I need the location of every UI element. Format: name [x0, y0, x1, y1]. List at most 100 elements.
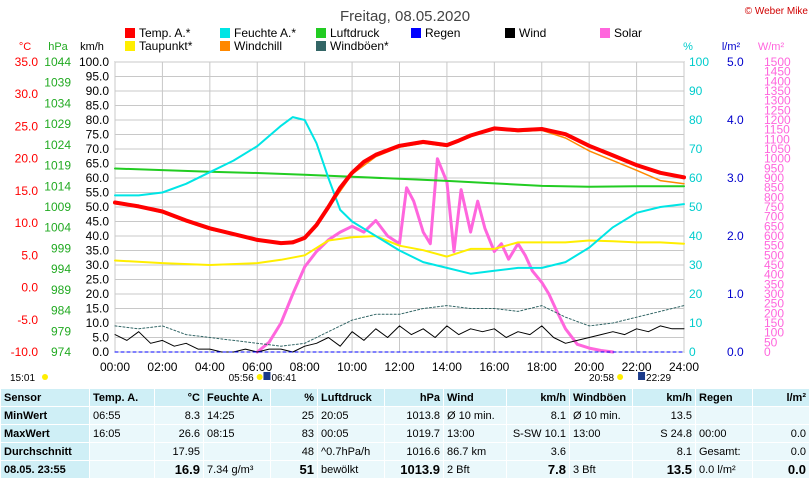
- solar-tick-label: 1300: [764, 94, 791, 108]
- legend-label: Wind: [519, 26, 546, 40]
- stats-cell: S 24.8: [632, 424, 696, 443]
- legend-swatch: [505, 28, 515, 38]
- solar-tick-label: 1150: [764, 123, 790, 137]
- sunset-time-label: 20:58: [589, 373, 614, 384]
- stats-cell: 20:05: [317, 406, 385, 425]
- legend-swatch: [220, 28, 230, 38]
- stats-row-label: 08.05. 23:55: [0, 460, 90, 479]
- pressure-tick-label: 1019: [44, 159, 71, 173]
- humidity-tick-label: 10: [689, 316, 703, 330]
- stats-row-label: Durchschnitt: [0, 442, 90, 461]
- legend-swatch: [411, 28, 421, 38]
- legend-label: Solar: [614, 26, 642, 40]
- moonrise-icon: [263, 372, 271, 380]
- stats-row-min: MinWert 06:55 8.3 14:25 25 20:05 1013.8 …: [0, 406, 810, 425]
- stats-cell: bewölkt: [317, 460, 385, 479]
- solar-tick-label: 650: [764, 219, 784, 233]
- pressure-tick-label: 999: [51, 241, 71, 255]
- axes: 35.030.025.020.015.010.05.00.0-5.0-10.01…: [11, 55, 791, 374]
- pressure-unit-label: hPa: [48, 41, 68, 53]
- series-line-solar: [255, 157, 615, 354]
- stats-header-gust: Windböen: [569, 388, 633, 407]
- legend-label: Temp. A.*: [139, 26, 191, 40]
- stats-cell: 06:55: [89, 406, 155, 425]
- legend-label: Windchill: [234, 39, 282, 53]
- series-line-temp-a: [113, 126, 686, 246]
- pressure-tick-label: 1029: [44, 117, 71, 131]
- stats-cell: 1013.9: [384, 460, 444, 479]
- stats-cell: 8.1: [632, 442, 696, 461]
- stats-cell: 13.5: [632, 406, 696, 425]
- stats-cell: 8.3: [154, 406, 204, 425]
- stats-cell: 1019.7: [384, 424, 444, 443]
- stats-row-current: 08.05. 23:55 16.9 7.34 g/m³ 51 bewölkt 1…: [0, 460, 810, 479]
- stats-header-rain-unit: l/m²: [752, 388, 810, 407]
- stats-header-rain: Regen: [695, 388, 753, 407]
- solar-tick-label: 0: [764, 345, 771, 359]
- humidity-tick-label: 60: [689, 171, 703, 185]
- solar-tick-label: 50: [764, 335, 778, 349]
- temp-tick-label: 20.0: [15, 152, 39, 166]
- rain-tick-label: 3.0: [727, 171, 744, 185]
- time-tick-label: 10:00: [337, 360, 367, 374]
- stats-cell: 2 Bft: [443, 460, 507, 479]
- pressure-tick-label: 1009: [44, 200, 71, 214]
- stats-cell: 51: [270, 460, 318, 479]
- speed-unit-label: km/h: [80, 41, 104, 53]
- stats-cell: 25: [270, 406, 318, 425]
- time-tick-label: 16:00: [479, 360, 509, 374]
- legend-label: Windböen*: [330, 39, 389, 53]
- sun-markers: 15:01 05:56 06:41 20:58 22:29: [10, 372, 672, 384]
- pressure-tick-label: 1014: [44, 179, 71, 193]
- humidity-tick-label: 20: [689, 287, 703, 301]
- series-line-taupunkt: [114, 235, 685, 266]
- stats-header-temp: Temp. A.: [89, 388, 155, 407]
- solar-tick-label: 450: [764, 258, 784, 272]
- stats-header-humidity: Feuchte A.: [203, 388, 271, 407]
- solar-tick-label: 150: [764, 316, 784, 330]
- time-tick-label: 20:00: [574, 360, 604, 374]
- stats-cell: [569, 442, 633, 461]
- speed-tick-label: 100.0: [79, 55, 109, 69]
- solar-tick-label: 100: [764, 326, 784, 340]
- stats-row-max: MaxWert 16:05 26.6 08:15 83 00:05 1019.7…: [0, 424, 810, 443]
- pressure-tick-label: 1044: [44, 55, 71, 69]
- humidity-tick-label: 0: [689, 345, 696, 359]
- stats-cell: 08:15: [203, 424, 271, 443]
- humidity-tick-label: 80: [689, 113, 703, 127]
- stats-cell: 00:00: [695, 424, 753, 443]
- moonset-icon: [638, 372, 646, 380]
- solar-tick-label: 400: [764, 268, 784, 282]
- stats-table: Sensor Temp. A. °C Feuchte A. % Luftdruc…: [0, 388, 810, 479]
- legend-label: Luftdruck: [330, 26, 380, 40]
- stats-cell: 86.7 km: [443, 442, 507, 461]
- stats-table-panel: Sensor Temp. A. °C Feuchte A. % Luftdruc…: [0, 388, 810, 479]
- time-tick-label: 00:00: [100, 360, 130, 374]
- temp-tick-label: 15.0: [15, 184, 39, 198]
- stats-cell: Ø 10 min.: [569, 406, 633, 425]
- solar-tick-label: 1050: [764, 142, 791, 156]
- legend-swatch: [316, 41, 326, 51]
- temp-tick-label: 10.0: [15, 216, 39, 230]
- pressure-tick-label: 979: [51, 324, 71, 338]
- stats-cell: S-SW 10.1: [506, 424, 570, 443]
- stats-cell: Ø 10 min.: [443, 406, 507, 425]
- time-tick-label: 02:00: [147, 360, 177, 374]
- speed-tick-label: 85.0: [86, 99, 110, 113]
- solar-tick-label: 600: [764, 229, 784, 243]
- humidity-tick-label: 30: [689, 258, 703, 272]
- legend-swatch: [600, 28, 610, 38]
- speed-tick-label: 5.0: [92, 331, 109, 345]
- solar-tick-label: 1000: [764, 152, 791, 166]
- stats-cell: 8.1: [506, 406, 570, 425]
- rain-tick-label: 2.0: [727, 229, 744, 243]
- solar-tick-label: 1250: [764, 103, 791, 117]
- time-tick-label: 14:00: [432, 360, 462, 374]
- humidity-unit-label: %: [683, 41, 693, 53]
- temp-tick-label: 35.0: [15, 55, 39, 69]
- stats-header-pressure-unit: hPa: [384, 388, 444, 407]
- speed-tick-label: 10.0: [86, 316, 110, 330]
- speed-tick-label: 95.0: [86, 70, 110, 84]
- stats-header-humidity-unit: %: [270, 388, 318, 407]
